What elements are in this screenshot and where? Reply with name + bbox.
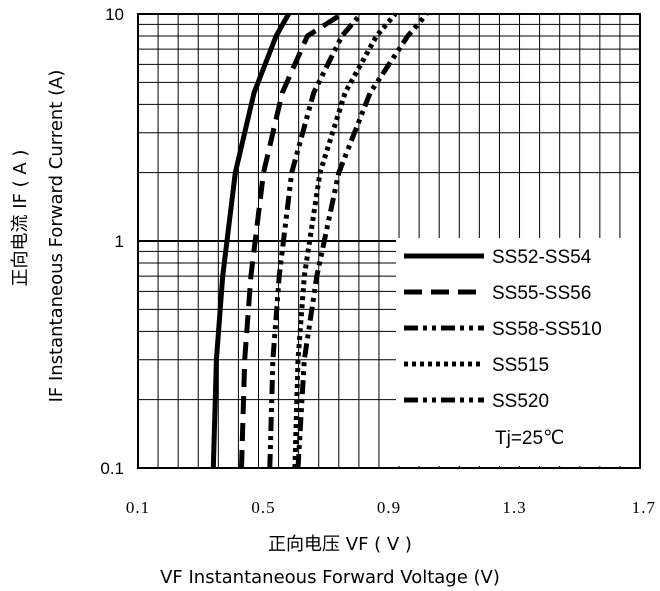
- x-axis-title-cn: 正向电压 VF ( V ): [268, 534, 412, 555]
- series-line-ss520: [295, 12, 429, 469]
- series-line-ss58-ss510: [267, 12, 363, 469]
- x-axis-title-en: VF Instantaneous Forward Voltage (V): [160, 567, 500, 588]
- curves-layer: [210, 11, 429, 469]
- legend-label-ss520: SS520: [492, 391, 549, 412]
- y-tick-label: 1: [115, 232, 124, 251]
- x-tick-label: 0.1: [126, 498, 150, 517]
- x-tick-label: 1.3: [502, 498, 526, 517]
- series-line-ss515: [292, 12, 398, 469]
- y-tick-label: 0.1: [100, 459, 124, 478]
- x-tick-labels: 0.1 0.5 0.9 1.3 1.7: [126, 498, 656, 517]
- legend-label-ss52-ss54: SS52-SS54: [492, 247, 592, 268]
- series-line-ss55-ss56: [239, 11, 344, 469]
- series-line-ss52-ss54: [210, 12, 291, 469]
- legend-label-ss58-ss510: SS58-SS510: [492, 319, 602, 340]
- y-axis-title-en: IF Instantaneous Forward Current (A): [46, 70, 67, 403]
- temperature-annotation: Tj=25℃: [495, 428, 564, 449]
- plot-frame: [137, 13, 641, 469]
- x-tick-label: 0.5: [251, 498, 275, 517]
- x-tick-label: 0.9: [377, 498, 401, 517]
- y-axis-title-cn: 正向电流 IF ( A ): [10, 150, 31, 287]
- legend-label-ss515: SS515: [492, 355, 549, 376]
- x-tick-label: 1.7: [632, 498, 656, 517]
- legend-box: [396, 238, 639, 466]
- y-tick-labels: 0.1 1 10: [100, 5, 124, 478]
- legend-label-ss55-ss56: SS55-SS56: [492, 283, 591, 304]
- y-tick-label: 10: [105, 5, 124, 24]
- legend: SS52-SS54 SS55-SS56 SS58-SS510 SS515 SS520: [404, 247, 602, 412]
